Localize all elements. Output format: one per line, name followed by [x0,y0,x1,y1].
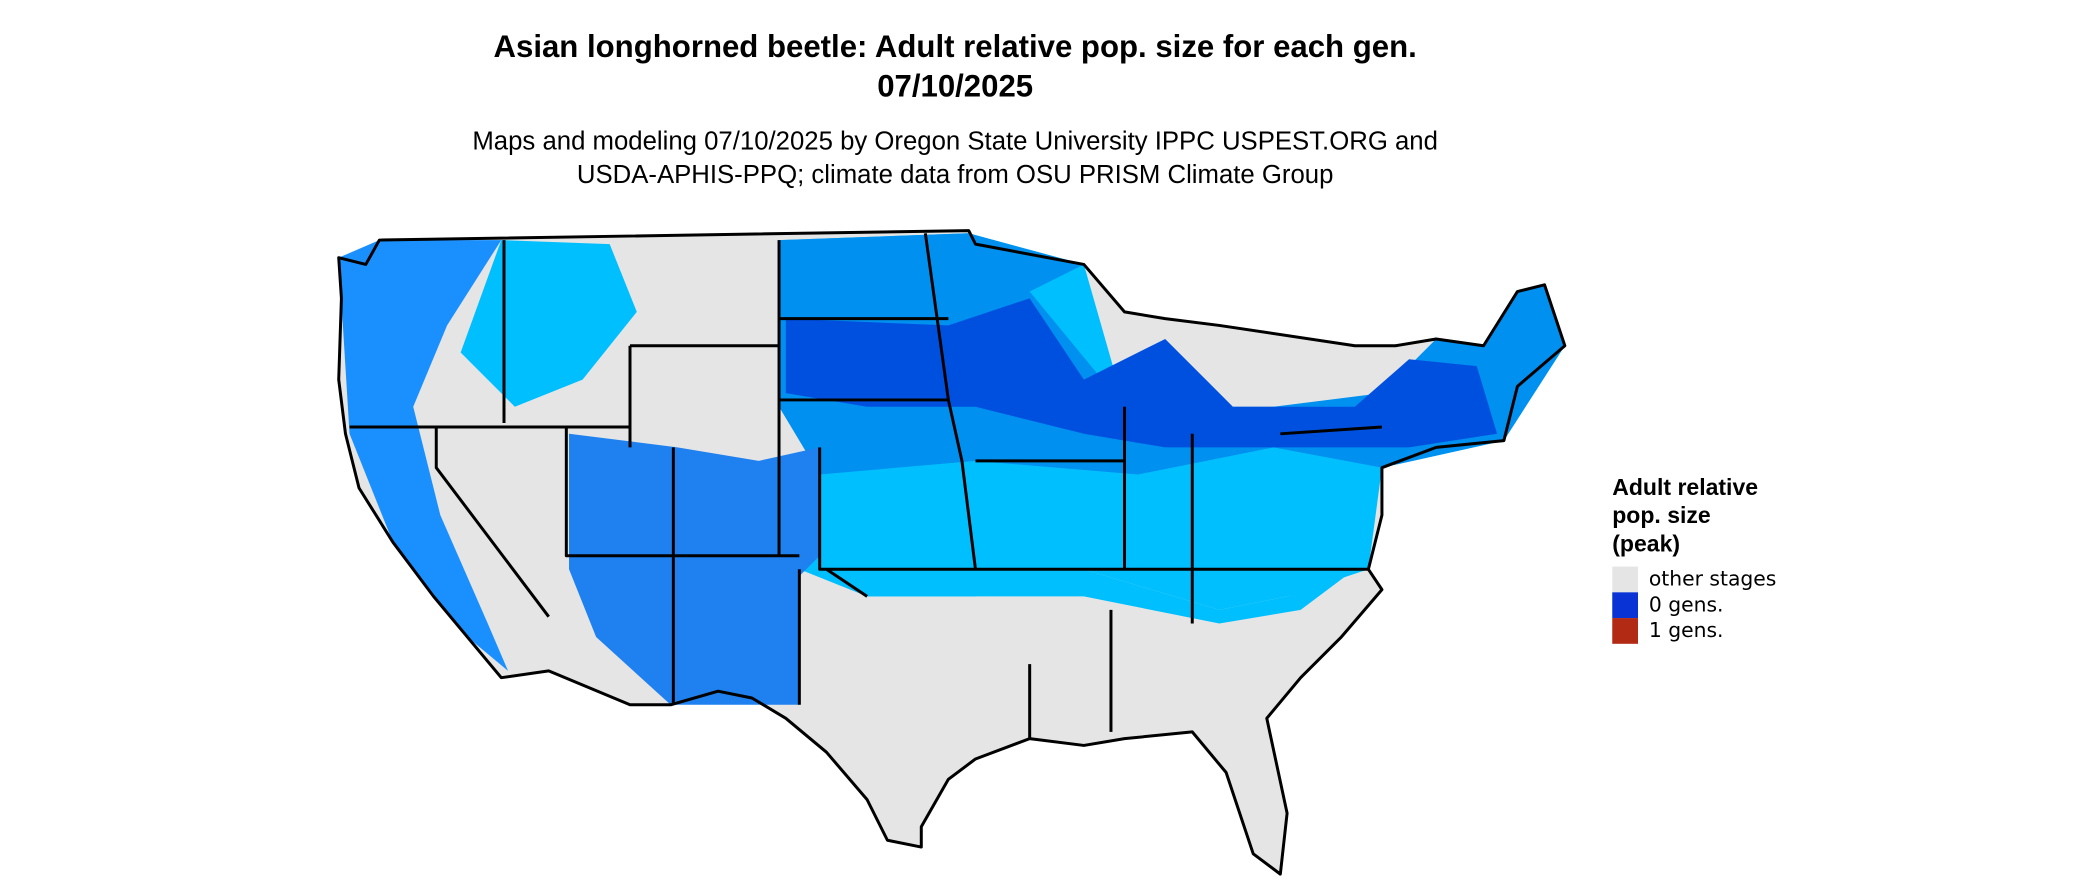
title-line: Asian longhorned beetle: Adult relative … [494,29,1417,64]
state-lines [349,233,1383,739]
border [337,229,1567,876]
legend-title: Adult relative [1612,474,1758,500]
zone-west [338,240,509,671]
legend-label: other stages [1649,567,1777,591]
subtitle-line: Maps and modeling 07/10/2025 by Oregon S… [472,127,1438,155]
legend-title: (peak) [1612,531,1680,557]
legend-label: 0 gens. [1649,592,1724,616]
legend-swatch [1612,566,1638,593]
subtitle-line: USDA-APHIS-PPQ; climate data from OSU PR… [577,161,1334,189]
zone-southwest [569,433,820,705]
zone-dark [785,298,1498,448]
legend-swatch [1612,592,1638,619]
us-map [337,229,1567,876]
zone-south-band [867,569,1355,624]
legend-title: pop. size [1612,502,1711,528]
legend-label: 1 gens. [1649,618,1724,642]
titles: Asian longhorned beetle: Adult relative … [472,29,1438,189]
title-line: 07/10/2025 [877,68,1033,103]
legend-swatch [1612,618,1638,644]
